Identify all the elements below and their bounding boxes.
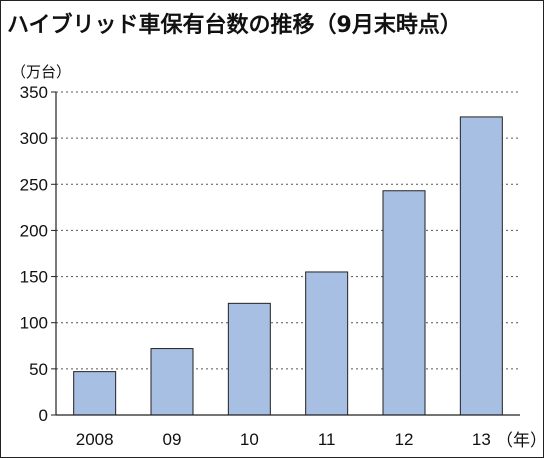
y-axis-unit-label: （万台） <box>11 63 72 81</box>
y-tick-label: 150 <box>20 268 48 287</box>
x-tick-label: 10 <box>240 430 259 449</box>
x-axis-unit-label: （年） <box>496 431 544 451</box>
y-tick-label: 250 <box>20 175 48 194</box>
x-tick-label: 09 <box>163 430 182 449</box>
bar <box>459 116 503 416</box>
bar <box>382 190 426 416</box>
y-tick-label: 200 <box>20 221 48 240</box>
bars <box>73 116 503 416</box>
axes <box>51 91 520 416</box>
bar <box>150 348 194 416</box>
gridlines <box>56 91 520 370</box>
y-tick-label: 300 <box>20 129 48 148</box>
x-tick-label: 2008 <box>76 430 114 449</box>
bar <box>73 371 117 416</box>
x-tick-label: 13 <box>472 430 491 449</box>
tick-labels: 0 50 100 150 200 250 300 350 2008 09 10 11 12 13 <box>20 83 491 449</box>
y-tick-label: 350 <box>20 83 48 102</box>
bar <box>227 302 271 416</box>
y-tick-label: 50 <box>29 360 48 379</box>
x-tick-label: 12 <box>395 430 414 449</box>
x-tick-label: 11 <box>318 430 336 449</box>
y-tick-label: 100 <box>20 314 48 333</box>
y-tick-label: 0 <box>39 406 48 425</box>
chart-title: ハイブリッド車保有台数の推移（9月末時点） <box>7 13 462 38</box>
bar <box>305 271 349 416</box>
